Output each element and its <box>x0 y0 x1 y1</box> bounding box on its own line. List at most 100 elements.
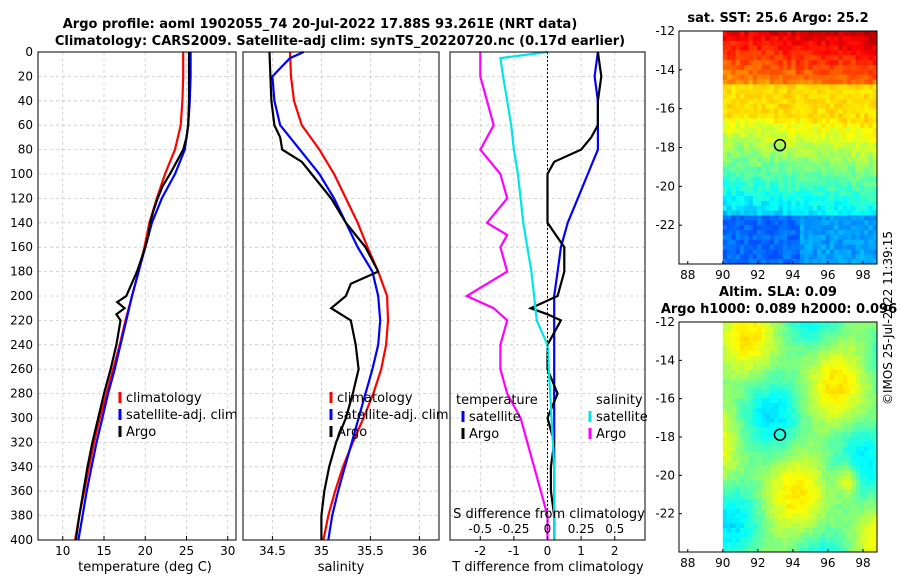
sla_map-title2: Argo h1000: 0.089 h2000: 0.096 <box>661 302 897 317</box>
sst_map-cell <box>868 74 874 80</box>
sst_map-cell <box>834 215 839 221</box>
sst_map-cell <box>821 210 826 216</box>
sla_map-cell <box>855 398 861 404</box>
sst_map-cell <box>787 230 792 236</box>
sla_map-cell <box>761 504 767 510</box>
sla_map-cell <box>761 494 767 500</box>
sst_map-cell <box>748 259 754 265</box>
sla_map-cell <box>812 542 818 548</box>
sla_map-cell <box>791 437 797 443</box>
sst_map-cell <box>722 191 728 197</box>
sla_map-cell <box>765 331 771 337</box>
sla_map-cell <box>757 374 762 380</box>
sla_map-cell <box>778 542 784 548</box>
sla_map-cell <box>761 422 767 428</box>
sla_map-cell <box>847 480 852 486</box>
sla_map-cell <box>782 408 788 414</box>
sst_map-cell <box>791 259 797 265</box>
sst_map-cell <box>727 225 732 231</box>
sla_map-cell <box>799 365 805 371</box>
temperature-frame <box>37 51 237 541</box>
sst_map-cell <box>739 239 745 245</box>
sla_map-cell <box>872 460 878 467</box>
sst_map-cell <box>855 55 861 61</box>
sla_map-cell <box>752 389 758 395</box>
sla_map-cell <box>774 355 779 361</box>
sst_map-cell <box>817 113 822 119</box>
sst_map-cell <box>748 230 754 236</box>
sla_map-cell <box>808 413 814 419</box>
sst_map-cell <box>778 239 784 245</box>
sst_map-cell <box>864 79 869 85</box>
sla_map-cell <box>855 489 861 495</box>
sst_map-cell <box>769 50 775 56</box>
sla_map-cell <box>727 499 732 505</box>
sla_map-cell <box>829 365 835 371</box>
sla_map-cell <box>739 547 745 553</box>
sla_map-cell <box>778 398 784 404</box>
sla_map-cell <box>722 365 728 371</box>
sla_map-cell <box>825 499 831 505</box>
sst_map-cell <box>778 35 784 42</box>
sla_map-cell <box>765 537 771 543</box>
sst_map-cell <box>765 79 771 85</box>
sst_map-cell <box>787 142 792 148</box>
sla_map-cell <box>855 331 861 337</box>
sla_map-cell <box>855 355 861 361</box>
sla_map-cell <box>722 494 728 500</box>
sla_map-cell <box>855 389 861 395</box>
sla_map-cell <box>731 528 737 534</box>
sla_map-cell <box>787 369 792 376</box>
sst_map-cell <box>795 196 801 202</box>
sst_map-cell <box>808 45 814 51</box>
sst_map-cell <box>739 35 745 42</box>
sla_map-cell <box>868 528 874 534</box>
sst_map-cell <box>859 215 865 221</box>
sla_map-cell <box>817 437 822 443</box>
sst_map-cell <box>778 225 784 231</box>
sla_map-cell <box>778 456 784 462</box>
sla_map-cell <box>825 518 831 524</box>
sst_map-cell <box>851 244 856 250</box>
sla_map-cell <box>864 480 869 486</box>
sla_map-cell <box>851 336 856 342</box>
sla_map-cell <box>834 360 839 366</box>
sst_map-cell <box>744 137 749 144</box>
sla_map-cell <box>812 331 818 337</box>
sst_map-cell <box>842 234 848 241</box>
sla_map-cell <box>864 379 869 385</box>
sst_map-cell <box>851 74 856 80</box>
sla_map-cell <box>761 547 767 553</box>
sst_map-cell <box>765 171 771 178</box>
salinity-diff-tick-label: 0 <box>544 522 552 536</box>
sla_map-cell <box>851 441 856 447</box>
sla_map-cell <box>757 456 762 462</box>
sst_map-cell <box>872 152 878 158</box>
sst_map-cell <box>774 50 779 56</box>
sla_map-cell <box>838 393 844 400</box>
sst_map-cell <box>838 55 844 61</box>
sst_map-cell <box>868 113 874 119</box>
sla_map-cell <box>727 365 732 371</box>
sla_map-cell <box>774 389 779 395</box>
sst_map-cell <box>842 94 848 100</box>
sla_map-cell <box>872 355 878 361</box>
sla_map-cell <box>739 456 745 462</box>
sst_map-cell <box>791 35 797 42</box>
sla_map-cell <box>795 518 801 524</box>
sst_map-cell <box>735 69 741 76</box>
sla_map-cell <box>864 427 869 433</box>
sla_map-cell <box>842 480 848 486</box>
sst_map-cell <box>838 205 844 211</box>
sst_map-cell <box>757 239 762 245</box>
sst_map-cell <box>812 123 818 129</box>
sla_map-cell <box>795 355 801 361</box>
sla_map-cell <box>842 341 848 347</box>
sla_map-cell <box>817 446 822 452</box>
sst_map-cell <box>799 118 805 124</box>
sla_map-cell <box>812 374 818 380</box>
sla_map-cell <box>727 355 732 361</box>
sst_map-cell <box>838 60 844 66</box>
sla_map-cell <box>851 379 856 385</box>
sla_map-cell <box>868 413 874 419</box>
